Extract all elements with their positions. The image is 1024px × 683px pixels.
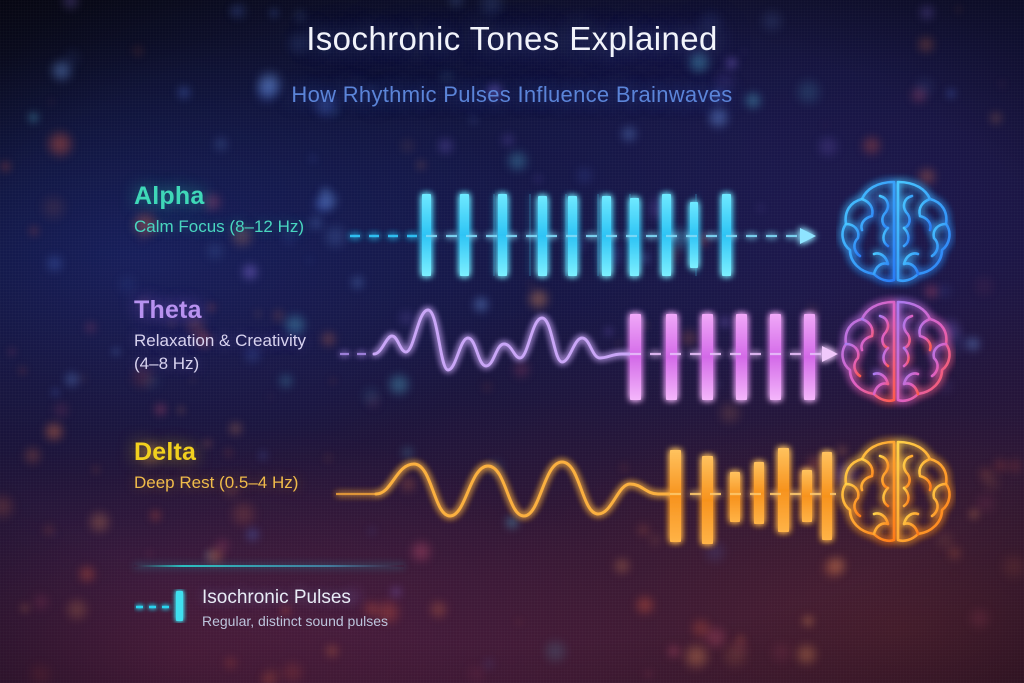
legend-divider: [134, 565, 404, 567]
pulse-train-alpha-svg: [350, 194, 816, 276]
band-label-theta: Theta Relaxation & Creativity (4–8 Hz): [134, 298, 306, 376]
legend-subtitle: Regular, distinct sound pulses: [202, 613, 388, 629]
band-label-alpha: Alpha Calm Focus (8–12 Hz): [134, 184, 304, 239]
band-description-alpha: Calm Focus (8–12 Hz): [134, 217, 305, 236]
brain-icon-delta: [836, 432, 956, 550]
waveform-alpha: [330, 172, 850, 302]
legend-item-isochronic-pulses: Isochronic Pulses Regular, distinct soun…: [134, 583, 464, 643]
band-name-alpha: Alpha: [134, 182, 205, 210]
wave-pulse-theta-svg: [340, 308, 838, 400]
waveform-theta: [330, 292, 850, 422]
band-description-theta: Relaxation & Creativity (4–8 Hz): [134, 331, 306, 373]
brain-icon-theta: [836, 292, 956, 410]
arrow-right-icon: [800, 228, 816, 244]
brain-icon-alpha: [836, 172, 956, 290]
band-row-theta: Theta Relaxation & Creativity (4–8 Hz): [0, 292, 1024, 422]
band-row-delta: Delta Deep Rest (0.5–4 Hz): [0, 432, 1024, 562]
waveform-delta: [330, 432, 850, 562]
band-name-delta: Delta: [134, 438, 197, 466]
arrow-right-icon: [822, 346, 838, 362]
page-subtitle: How Rhythmic Pulses Influence Brainwaves: [291, 82, 733, 107]
band-name-theta: Theta: [134, 296, 202, 324]
band-row-alpha: Alpha Calm Focus (8–12 Hz): [0, 172, 1024, 302]
dashed-line-pulse-icon: [134, 589, 192, 623]
page-title: Isochronic Tones Explained: [306, 20, 718, 57]
wave-pulse-delta-svg: [336, 448, 836, 544]
band-label-delta: Delta Deep Rest (0.5–4 Hz): [134, 440, 298, 495]
legend-title: Isochronic Pulses: [202, 587, 351, 608]
band-description-delta: Deep Rest (0.5–4 Hz): [134, 473, 299, 492]
